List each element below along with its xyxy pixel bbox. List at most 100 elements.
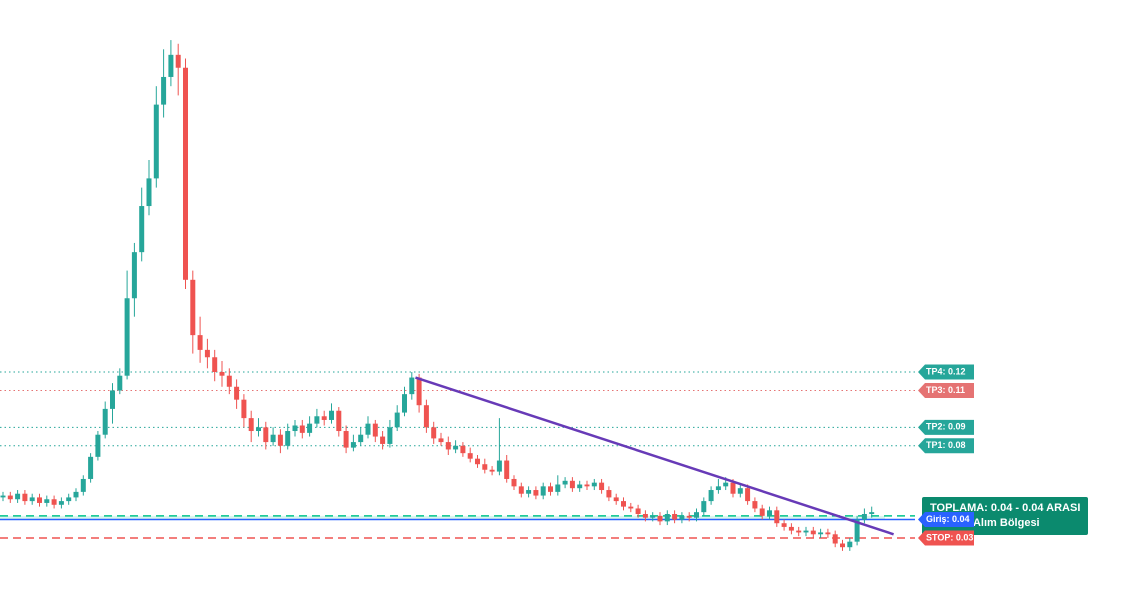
level-tag [918, 364, 974, 380]
candle-body [664, 514, 670, 522]
candle-body [15, 493, 21, 500]
candle-body [37, 497, 42, 503]
candle-body [394, 412, 400, 428]
candle-body [256, 427, 261, 432]
candle-body [183, 67, 188, 280]
candle-body [409, 377, 415, 395]
candle-body [672, 514, 678, 520]
level-tag [918, 419, 974, 435]
candle-body [204, 349, 210, 358]
candle-body [438, 438, 444, 443]
candle-body [212, 357, 218, 373]
candle-body [533, 490, 539, 496]
candle-body [365, 423, 371, 435]
candle-body [701, 501, 707, 513]
candle-body [737, 488, 743, 494]
candle-body [44, 499, 50, 503]
candle-body [139, 206, 145, 253]
candle-body [343, 431, 349, 448]
candle-body [584, 484, 590, 487]
zone-title: TOPLAMA: 0.04 - 0.04 ARASI [930, 502, 1080, 514]
level-label: TP1: 0.08 [926, 440, 966, 450]
candle-body [241, 399, 247, 419]
candle-body [511, 478, 517, 487]
candle-body [423, 405, 429, 428]
level-label: TP4: 0.12 [926, 366, 966, 376]
candle-body [445, 442, 451, 450]
candle-body [526, 490, 532, 494]
candle-body [110, 390, 115, 409]
candle-body [475, 458, 480, 465]
candle-body [175, 54, 181, 68]
candle-body [131, 252, 137, 299]
candle-body [730, 482, 736, 494]
candle-body [745, 488, 751, 502]
candle-body [358, 434, 364, 443]
candle-body [847, 541, 853, 548]
candle-body [299, 425, 305, 433]
candle-body [518, 486, 524, 494]
candle-body [380, 436, 386, 444]
candle-body [321, 416, 327, 420]
level-label: Giriş: 0.04 [926, 514, 970, 524]
candle-body [840, 543, 845, 548]
level-tag [918, 382, 974, 398]
candle-body [774, 510, 780, 524]
level-label: STOP: 0.03 [926, 532, 973, 542]
candle-body [752, 501, 758, 509]
candle-body [599, 482, 605, 491]
candle-body [788, 526, 794, 531]
candle-body [577, 484, 583, 489]
candle-body [482, 464, 488, 470]
candle-body [861, 514, 867, 520]
candle-body [66, 497, 72, 502]
candle-body [694, 512, 699, 518]
candle-body [336, 410, 342, 432]
candle-body [431, 427, 437, 439]
candle-body [234, 386, 240, 400]
candle-body [796, 530, 802, 533]
candle-body [657, 515, 663, 522]
trendline [415, 376, 894, 536]
candle-body [88, 456, 94, 479]
candle-body [686, 515, 692, 518]
candle-body [569, 480, 575, 489]
candle-body [803, 530, 809, 533]
candle-body [372, 423, 378, 437]
candle-body [767, 510, 772, 516]
candle-body [548, 486, 553, 492]
candle-body [226, 375, 232, 387]
candle-body [628, 506, 634, 509]
candle-body [621, 501, 626, 507]
level-tag [918, 438, 974, 454]
candle-body [197, 335, 203, 350]
candle-body [555, 484, 561, 492]
candle-body [168, 54, 174, 77]
candle-body [153, 104, 159, 179]
candle-body [854, 519, 860, 542]
level-label: TP3: 0.11 [926, 385, 965, 395]
candle-body [467, 453, 473, 459]
candle-body [219, 372, 225, 376]
candle-body [51, 499, 57, 505]
candle-body [504, 460, 510, 479]
candle-body [489, 469, 495, 472]
candle-body [453, 445, 459, 450]
candle-body [562, 480, 568, 485]
candle-body [810, 530, 816, 535]
candle-body [95, 434, 101, 457]
candle-body [818, 532, 824, 535]
candle-body [248, 418, 254, 432]
candle-body [0, 495, 6, 498]
candle-body [277, 434, 283, 446]
candle-body [387, 427, 393, 444]
candle-body [124, 298, 130, 376]
candle-body [591, 482, 597, 487]
candle-body [781, 523, 787, 527]
candle-body [540, 486, 546, 496]
candle-body [606, 490, 612, 498]
candle-body [460, 445, 466, 454]
candle-body [635, 508, 641, 515]
